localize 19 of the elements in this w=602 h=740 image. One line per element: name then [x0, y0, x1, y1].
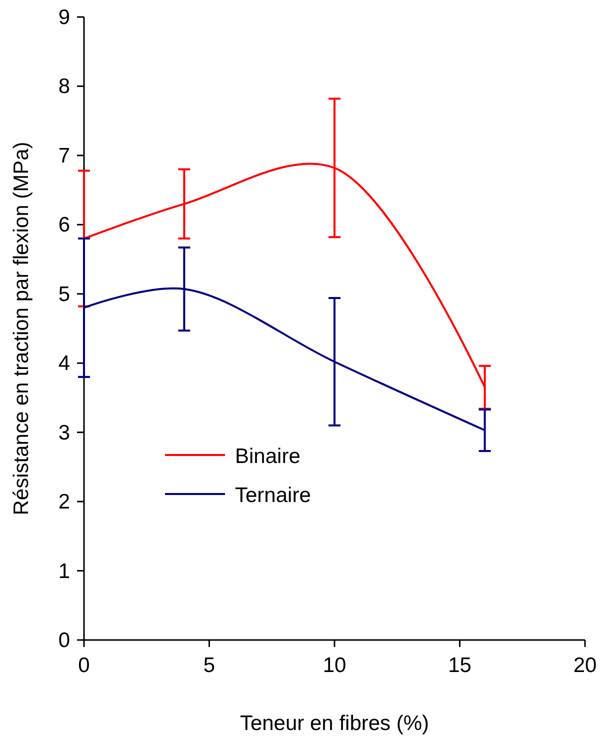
y-tick-label: 3	[58, 421, 70, 444]
y-tick-label: 0	[58, 629, 70, 652]
y-tick-label: 7	[58, 144, 70, 168]
y-tick-label: 9	[58, 6, 70, 29]
x-tick-label: 5	[203, 654, 216, 677]
y-axis-title: Résistance en traction par flexion (MPa)	[10, 142, 33, 516]
y-tick-label: 4	[58, 352, 70, 376]
y-tick-label: 8	[58, 75, 70, 98]
y-tick-label: 5	[58, 282, 70, 306]
y-tick-label: 6	[58, 214, 70, 237]
x-tick-label: 15	[448, 654, 472, 677]
y-tick-label: 2	[58, 490, 70, 514]
x-tick-label: 10	[322, 654, 346, 677]
x-tick-label: 20	[573, 654, 597, 677]
y-tick-label: 1	[58, 560, 70, 583]
legend-label: Ternaire	[235, 484, 311, 507]
x-axis-title: Teneur en fibres (%)	[240, 712, 430, 735]
x-tick-label: 0	[78, 654, 90, 677]
legend-label: Binaire	[235, 445, 300, 468]
